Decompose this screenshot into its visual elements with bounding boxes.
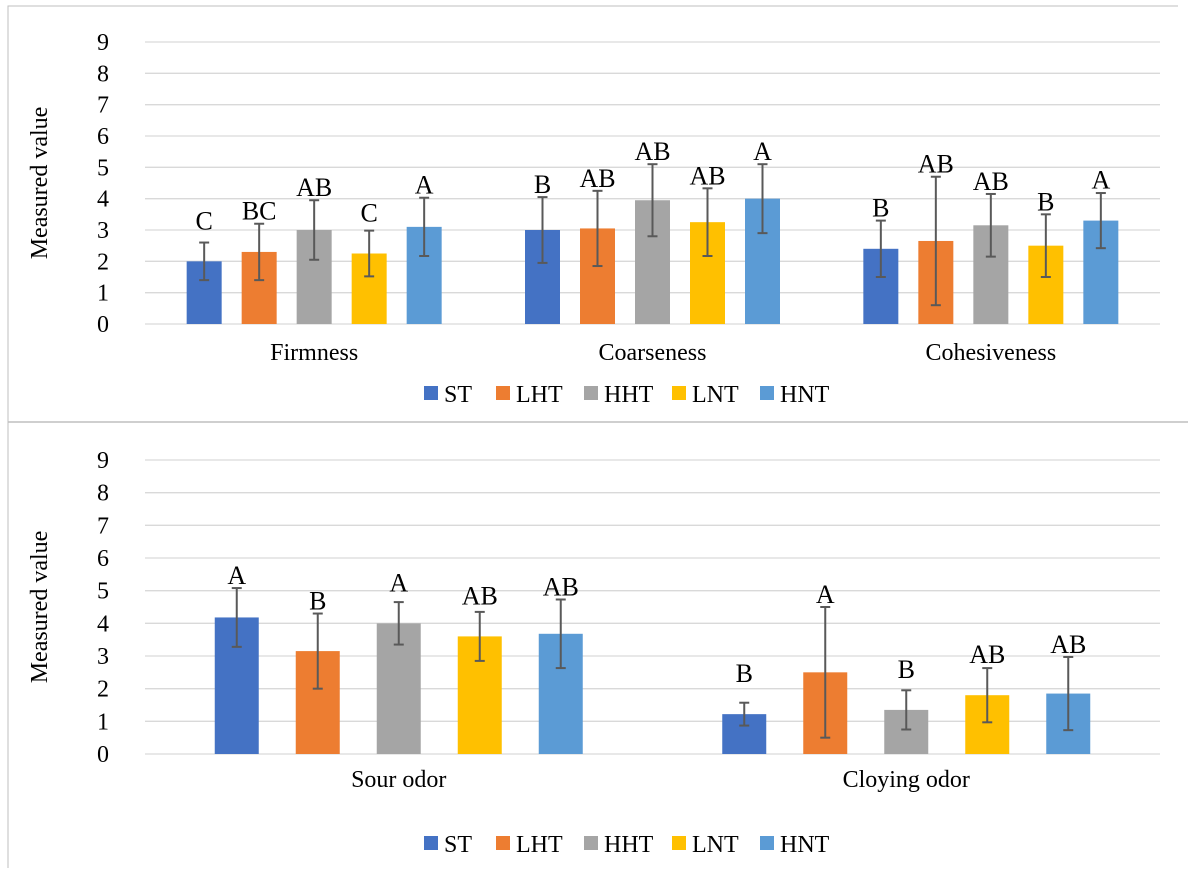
y-tick-label: 3 xyxy=(97,644,109,670)
legend-label: HHT xyxy=(604,832,654,858)
legend-label: HNT xyxy=(780,832,830,858)
significance-letter: B xyxy=(736,659,753,688)
legend-swatch-st xyxy=(424,836,438,850)
significance-letter: AB xyxy=(296,173,332,202)
y-tick-label: 8 xyxy=(97,481,109,507)
significance-letter: AB xyxy=(973,167,1009,196)
significance-letter: B xyxy=(872,194,889,223)
legend-swatch-lnt xyxy=(672,836,686,850)
significance-letter: AB xyxy=(689,161,725,190)
category-label: Coarseness xyxy=(599,340,707,366)
y-axis-label: Measured value xyxy=(27,531,53,684)
significance-letter: A xyxy=(227,561,246,590)
significance-letter: A xyxy=(1091,166,1110,195)
y-tick-label: 4 xyxy=(97,187,109,213)
significance-letter: AB xyxy=(918,150,954,179)
legend-swatch-lht xyxy=(496,836,510,850)
legend-swatch-lnt xyxy=(672,386,686,400)
significance-letter: AB xyxy=(634,137,670,166)
significance-letter: AB xyxy=(462,581,498,610)
frame-line xyxy=(7,5,1178,868)
legend-label: LNT xyxy=(692,382,739,408)
significance-letter: C xyxy=(360,199,377,228)
significance-letter: AB xyxy=(1050,630,1086,659)
y-tick-label: 4 xyxy=(97,611,109,637)
y-tick-label: 6 xyxy=(97,546,109,572)
significance-letter: A xyxy=(816,580,835,609)
significance-letter: B xyxy=(898,655,915,684)
y-axis-label: Measured value xyxy=(27,107,53,260)
legend-label: LNT xyxy=(692,832,739,858)
legend-swatch-hht xyxy=(584,386,598,400)
significance-letter: C xyxy=(195,206,212,235)
category-label: Sour odor xyxy=(351,767,446,793)
significance-letter: A xyxy=(389,568,408,597)
significance-letter: B xyxy=(1037,187,1054,216)
significance-letter: A xyxy=(415,171,434,200)
legend-swatch-lht xyxy=(496,386,510,400)
legend-swatch-hht xyxy=(584,836,598,850)
panel-frames xyxy=(7,5,1188,868)
legend-label: ST xyxy=(444,382,472,408)
category-label: Cloying odor xyxy=(843,767,970,793)
y-tick-label: 2 xyxy=(97,249,109,275)
significance-letter: B xyxy=(309,587,326,616)
legend-label: LHT xyxy=(516,832,563,858)
legend-swatch-st xyxy=(424,386,438,400)
significance-letter: AB xyxy=(543,572,579,601)
legend: ST LHT HHT LNT HNT xyxy=(424,832,830,858)
legend-swatch-hnt xyxy=(760,386,774,400)
significance-letter: A xyxy=(753,137,772,166)
y-tick-label: 8 xyxy=(97,61,109,87)
significance-letter: BC xyxy=(242,197,277,226)
legend-label: LHT xyxy=(516,382,563,408)
legend-label: HHT xyxy=(604,382,654,408)
y-tick-label: 2 xyxy=(97,677,109,703)
legend-label: HNT xyxy=(780,382,830,408)
y-tick-label: 0 xyxy=(97,742,109,768)
y-tick-label: 7 xyxy=(97,93,109,119)
legend-label: ST xyxy=(444,832,472,858)
y-tick-label: 0 xyxy=(97,312,109,338)
y-tick-label: 9 xyxy=(97,30,109,56)
legend-swatch-hnt xyxy=(760,836,774,850)
significance-letter: AB xyxy=(579,164,615,193)
y-tick-label: 1 xyxy=(97,709,109,735)
y-tick-label: 5 xyxy=(97,155,109,181)
y-tick-label: 5 xyxy=(97,579,109,605)
category-label: Cohesiveness xyxy=(926,340,1057,366)
significance-letter: B xyxy=(534,170,551,199)
y-tick-label: 6 xyxy=(97,124,109,150)
significance-letter: AB xyxy=(969,640,1005,669)
legend: ST LHT HHT LNT HNT xyxy=(424,382,830,408)
y-tick-label: 1 xyxy=(97,281,109,307)
y-tick-label: 7 xyxy=(97,513,109,539)
y-tick-label: 9 xyxy=(97,448,109,474)
y-tick-label: 3 xyxy=(97,218,109,244)
category-label: Firmness xyxy=(270,340,358,366)
